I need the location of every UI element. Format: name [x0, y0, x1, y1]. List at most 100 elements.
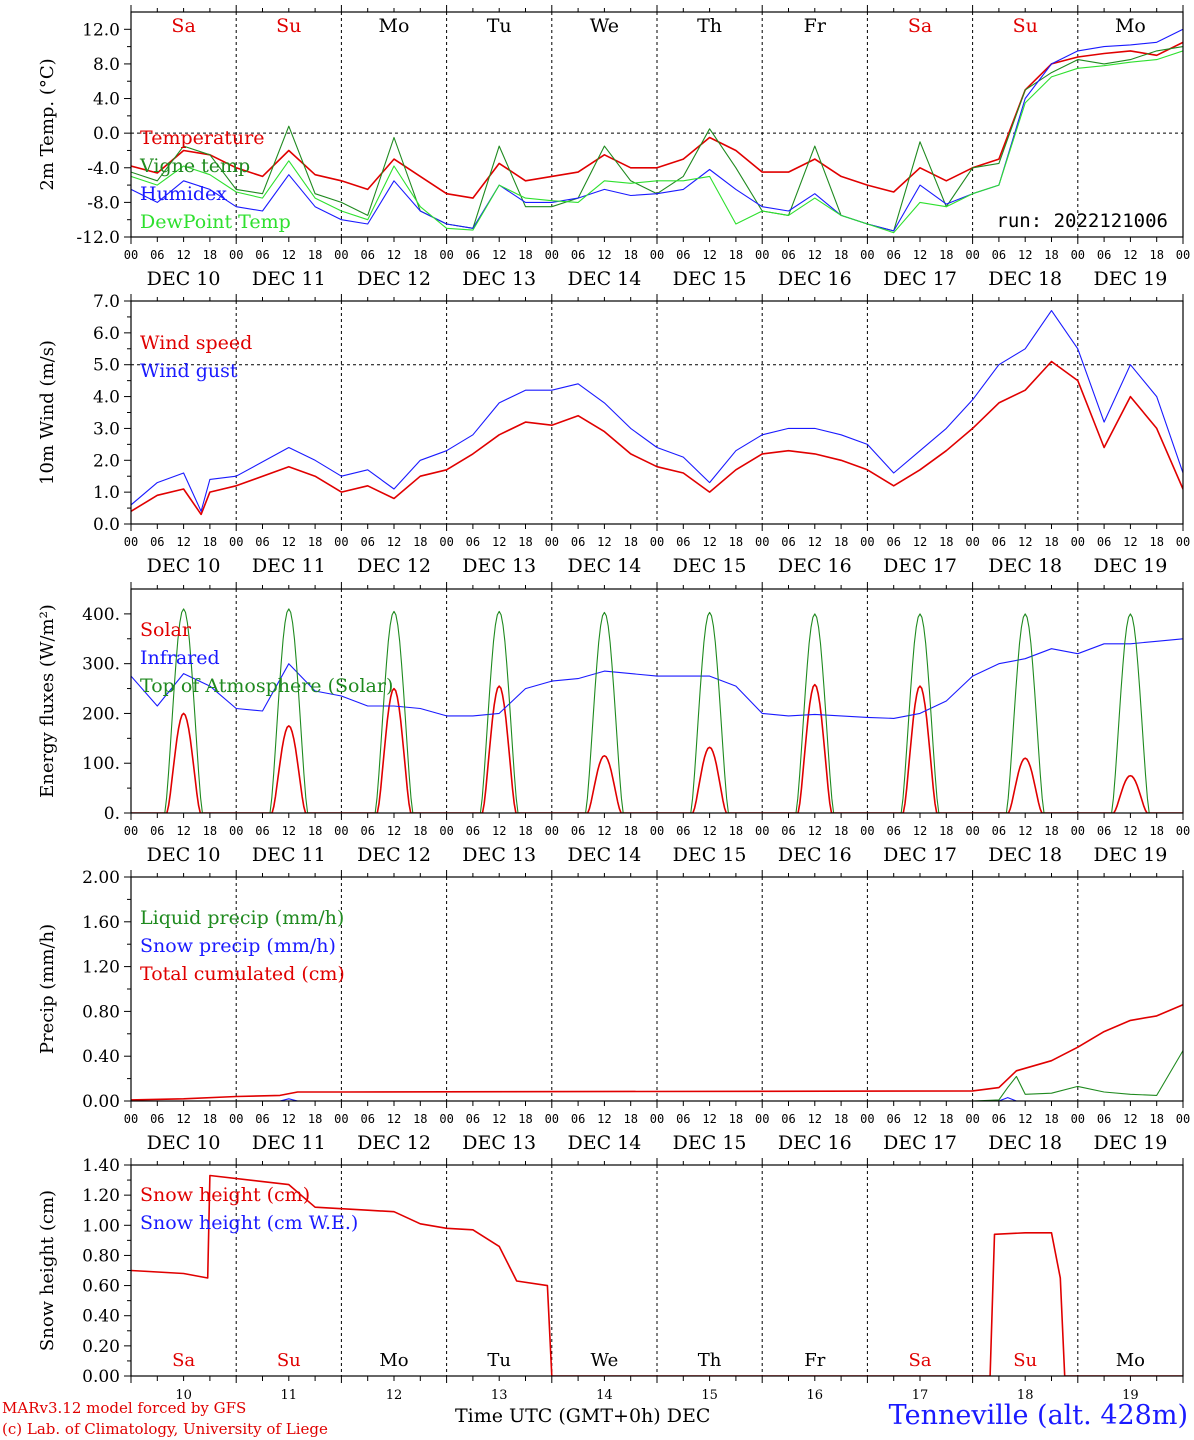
x-hour-label: 00 — [545, 248, 559, 262]
legend-entry: Top of Atmosphere (Solar) — [140, 675, 393, 697]
x-date-label: DEC 18 — [988, 1132, 1062, 1154]
x-date-label: DEC 15 — [673, 555, 747, 577]
x-hour-label: 12 — [176, 824, 190, 838]
legend-entry: Vigne temp — [139, 155, 250, 177]
x-date-label: DEC 15 — [673, 268, 747, 290]
x-hour-label: 12 — [597, 824, 611, 838]
x-hour-label: 18 — [729, 1112, 743, 1126]
x-hour-label: 00 — [965, 824, 979, 838]
series-group — [131, 1174, 1183, 1376]
x-hour-label: 00 — [439, 248, 453, 262]
x-hour-label: 00 — [650, 1112, 664, 1126]
y-tick-label: 6.0 — [93, 324, 120, 344]
x-hour-label: 18 — [308, 535, 322, 549]
y-tick-label: 300. — [82, 655, 120, 675]
x-hour-label: 06 — [360, 1112, 374, 1126]
x-hour-label: 06 — [360, 248, 374, 262]
x-hour-label: 00 — [755, 824, 769, 838]
x-hour-label: 06 — [992, 535, 1006, 549]
x-hour-label: 00 — [965, 1112, 979, 1126]
y-tick-label: 1.20 — [82, 958, 120, 978]
x-hour-label: 06 — [781, 535, 795, 549]
x-hour-label: 18 — [413, 824, 427, 838]
x-hour-label: 18 — [834, 824, 848, 838]
y-tick-label: 5.0 — [93, 356, 120, 376]
x-hour-label: 06 — [781, 824, 795, 838]
x-date-label: DEC 17 — [883, 844, 957, 866]
series-line-4 — [131, 50, 1183, 234]
weekday-label: Fr — [804, 1350, 825, 1371]
y-tick-label: 4.0 — [93, 90, 120, 110]
weekday-label: We — [590, 15, 619, 37]
x-hour-label: 12 — [176, 248, 190, 262]
x-hour-label: 18 — [308, 1112, 322, 1126]
y-axis-label: 10m Wind (m/s) — [37, 340, 58, 485]
y-tick-label: 1.20 — [82, 1186, 120, 1206]
series-line-1 — [131, 1050, 1183, 1101]
x-hour-label: 18 — [203, 1112, 217, 1126]
panel-1: -12.0 -8.0 -4.0 0.0 4.0 8.0 12.0 2m Temp. (°C) T… — [37, 5, 1190, 290]
y-tick-label: 0.00 — [82, 1092, 120, 1112]
x-date-label: DEC 18 — [988, 555, 1062, 577]
x-date-number: 16 — [807, 1388, 824, 1403]
series-line-2 — [131, 310, 1183, 512]
x-date-label: DEC 18 — [988, 844, 1062, 866]
x-hour-label: 00 — [860, 1112, 874, 1126]
y-tick-label: 0.20 — [82, 1337, 120, 1357]
series-line-1 — [131, 683, 1183, 813]
x-hour-label: 06 — [886, 1112, 900, 1126]
x-hour-label: 18 — [1044, 824, 1058, 838]
x-date-label: DEC 12 — [357, 268, 431, 290]
y-tick-label: 1.40 — [82, 1156, 120, 1176]
x-hour-label: 00 — [1071, 1112, 1085, 1126]
x-hour-label: 12 — [597, 248, 611, 262]
x-hour-label: 18 — [729, 535, 743, 549]
y-tick-label: 0.60 — [82, 1277, 120, 1297]
y-tick-label: 0.80 — [82, 1246, 120, 1266]
x-hour-label: 18 — [939, 1112, 953, 1126]
x-hour-label: 06 — [676, 248, 690, 262]
x-hour-label: 12 — [176, 1112, 190, 1126]
x-hour-label: 18 — [834, 1112, 848, 1126]
x-hour-label: 12 — [913, 248, 927, 262]
x-hour-label: 00 — [439, 1112, 453, 1126]
x-hour-label: 06 — [255, 535, 269, 549]
x-date-label: DEC 14 — [567, 268, 641, 290]
x-hour-label: 12 — [387, 535, 401, 549]
x-hour-label: 18 — [939, 248, 953, 262]
x-axis-title: Time UTC (GMT+0h) DEC — [455, 1405, 711, 1427]
x-hour-label: 18 — [413, 248, 427, 262]
x-hour-label: 06 — [676, 1112, 690, 1126]
x-hour-label: 00 — [124, 824, 138, 838]
x-hour-label: 00 — [650, 248, 664, 262]
y-tick-label: 8.0 — [93, 55, 120, 75]
series-line-1 — [131, 1174, 1183, 1376]
x-hour-label: 00 — [229, 1112, 243, 1126]
x-hour-label: 00 — [860, 248, 874, 262]
y-tick-label: 100. — [82, 754, 120, 774]
x-hour-label: 06 — [1097, 1112, 1111, 1126]
x-hour-label: 00 — [334, 248, 348, 262]
x-hour-label: 12 — [1018, 535, 1032, 549]
x-hour-label: 12 — [282, 824, 296, 838]
x-hour-label: 18 — [308, 248, 322, 262]
y-tick-label: 7.0 — [93, 292, 120, 312]
x-hour-label: 12 — [1018, 1112, 1032, 1126]
x-hour-label: 06 — [255, 1112, 269, 1126]
legend-entry: Wind speed — [140, 332, 252, 354]
x-date-label: DEC 16 — [778, 268, 852, 290]
plot-frame — [130, 300, 1184, 525]
x-hour-label: 18 — [518, 535, 532, 549]
x-date-label: DEC 12 — [357, 555, 431, 577]
x-date-label: DEC 16 — [778, 1132, 852, 1154]
x-hour-label: 12 — [913, 535, 927, 549]
x-hour-label: 00 — [1071, 248, 1085, 262]
x-hour-label: 18 — [1149, 535, 1163, 549]
weekday-label: Sa — [172, 1350, 195, 1371]
weekday-label: Tu — [487, 15, 512, 37]
x-hour-label: 18 — [1149, 824, 1163, 838]
x-hour-label: 18 — [203, 535, 217, 549]
x-date-label: DEC 11 — [252, 844, 326, 866]
legend-entry: Wind gust — [140, 360, 238, 382]
